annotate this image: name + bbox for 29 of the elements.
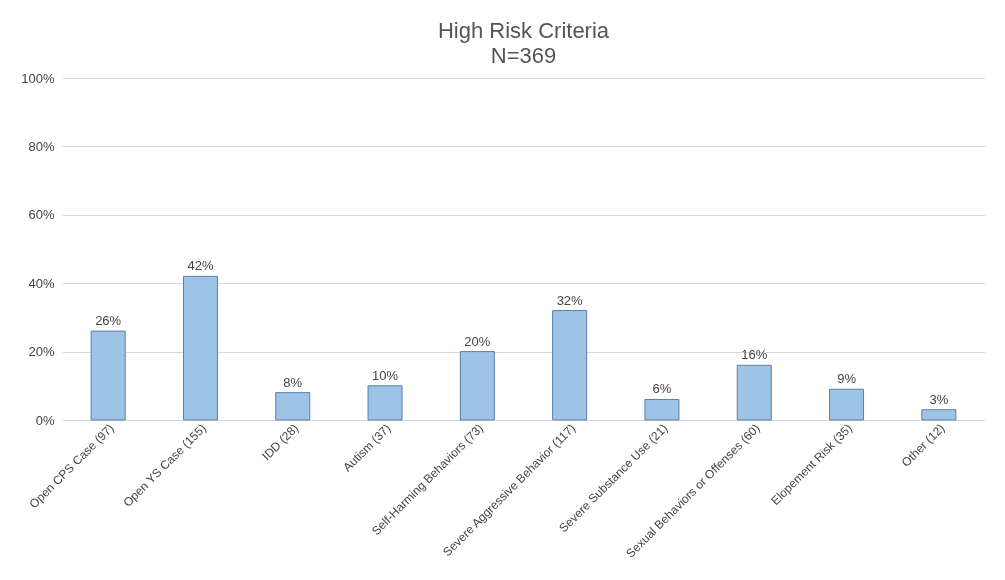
data-label: 42% <box>187 258 214 274</box>
bar <box>644 398 680 421</box>
data-label: 6% <box>652 381 672 397</box>
data-label: 20% <box>464 333 491 349</box>
y-tick-label: 100% <box>21 70 55 86</box>
bar <box>736 364 772 421</box>
chart-subtitle: N=369 <box>490 43 557 68</box>
data-label: 9% <box>837 371 857 387</box>
data-label: 16% <box>741 347 768 363</box>
y-tick-label: 0% <box>35 412 55 428</box>
y-tick-label: 40% <box>28 275 55 291</box>
data-label: 26% <box>95 313 122 329</box>
y-tick-label: 80% <box>28 138 55 154</box>
data-label: 10% <box>372 367 399 383</box>
chart-title: High Risk Criteria <box>437 18 610 43</box>
bar <box>921 409 957 421</box>
bar <box>829 388 865 421</box>
bar <box>552 310 588 421</box>
data-label: 8% <box>283 374 303 390</box>
bar <box>90 330 126 421</box>
bar <box>182 275 218 421</box>
bar <box>459 351 495 421</box>
x-tick-label: IDD (28) <box>259 421 302 464</box>
data-label: 3% <box>929 391 949 407</box>
bar <box>275 392 311 421</box>
y-tick-label: 60% <box>28 207 55 223</box>
bar <box>367 385 403 421</box>
data-label: 32% <box>556 292 584 308</box>
y-tick-label: 20% <box>28 344 55 360</box>
